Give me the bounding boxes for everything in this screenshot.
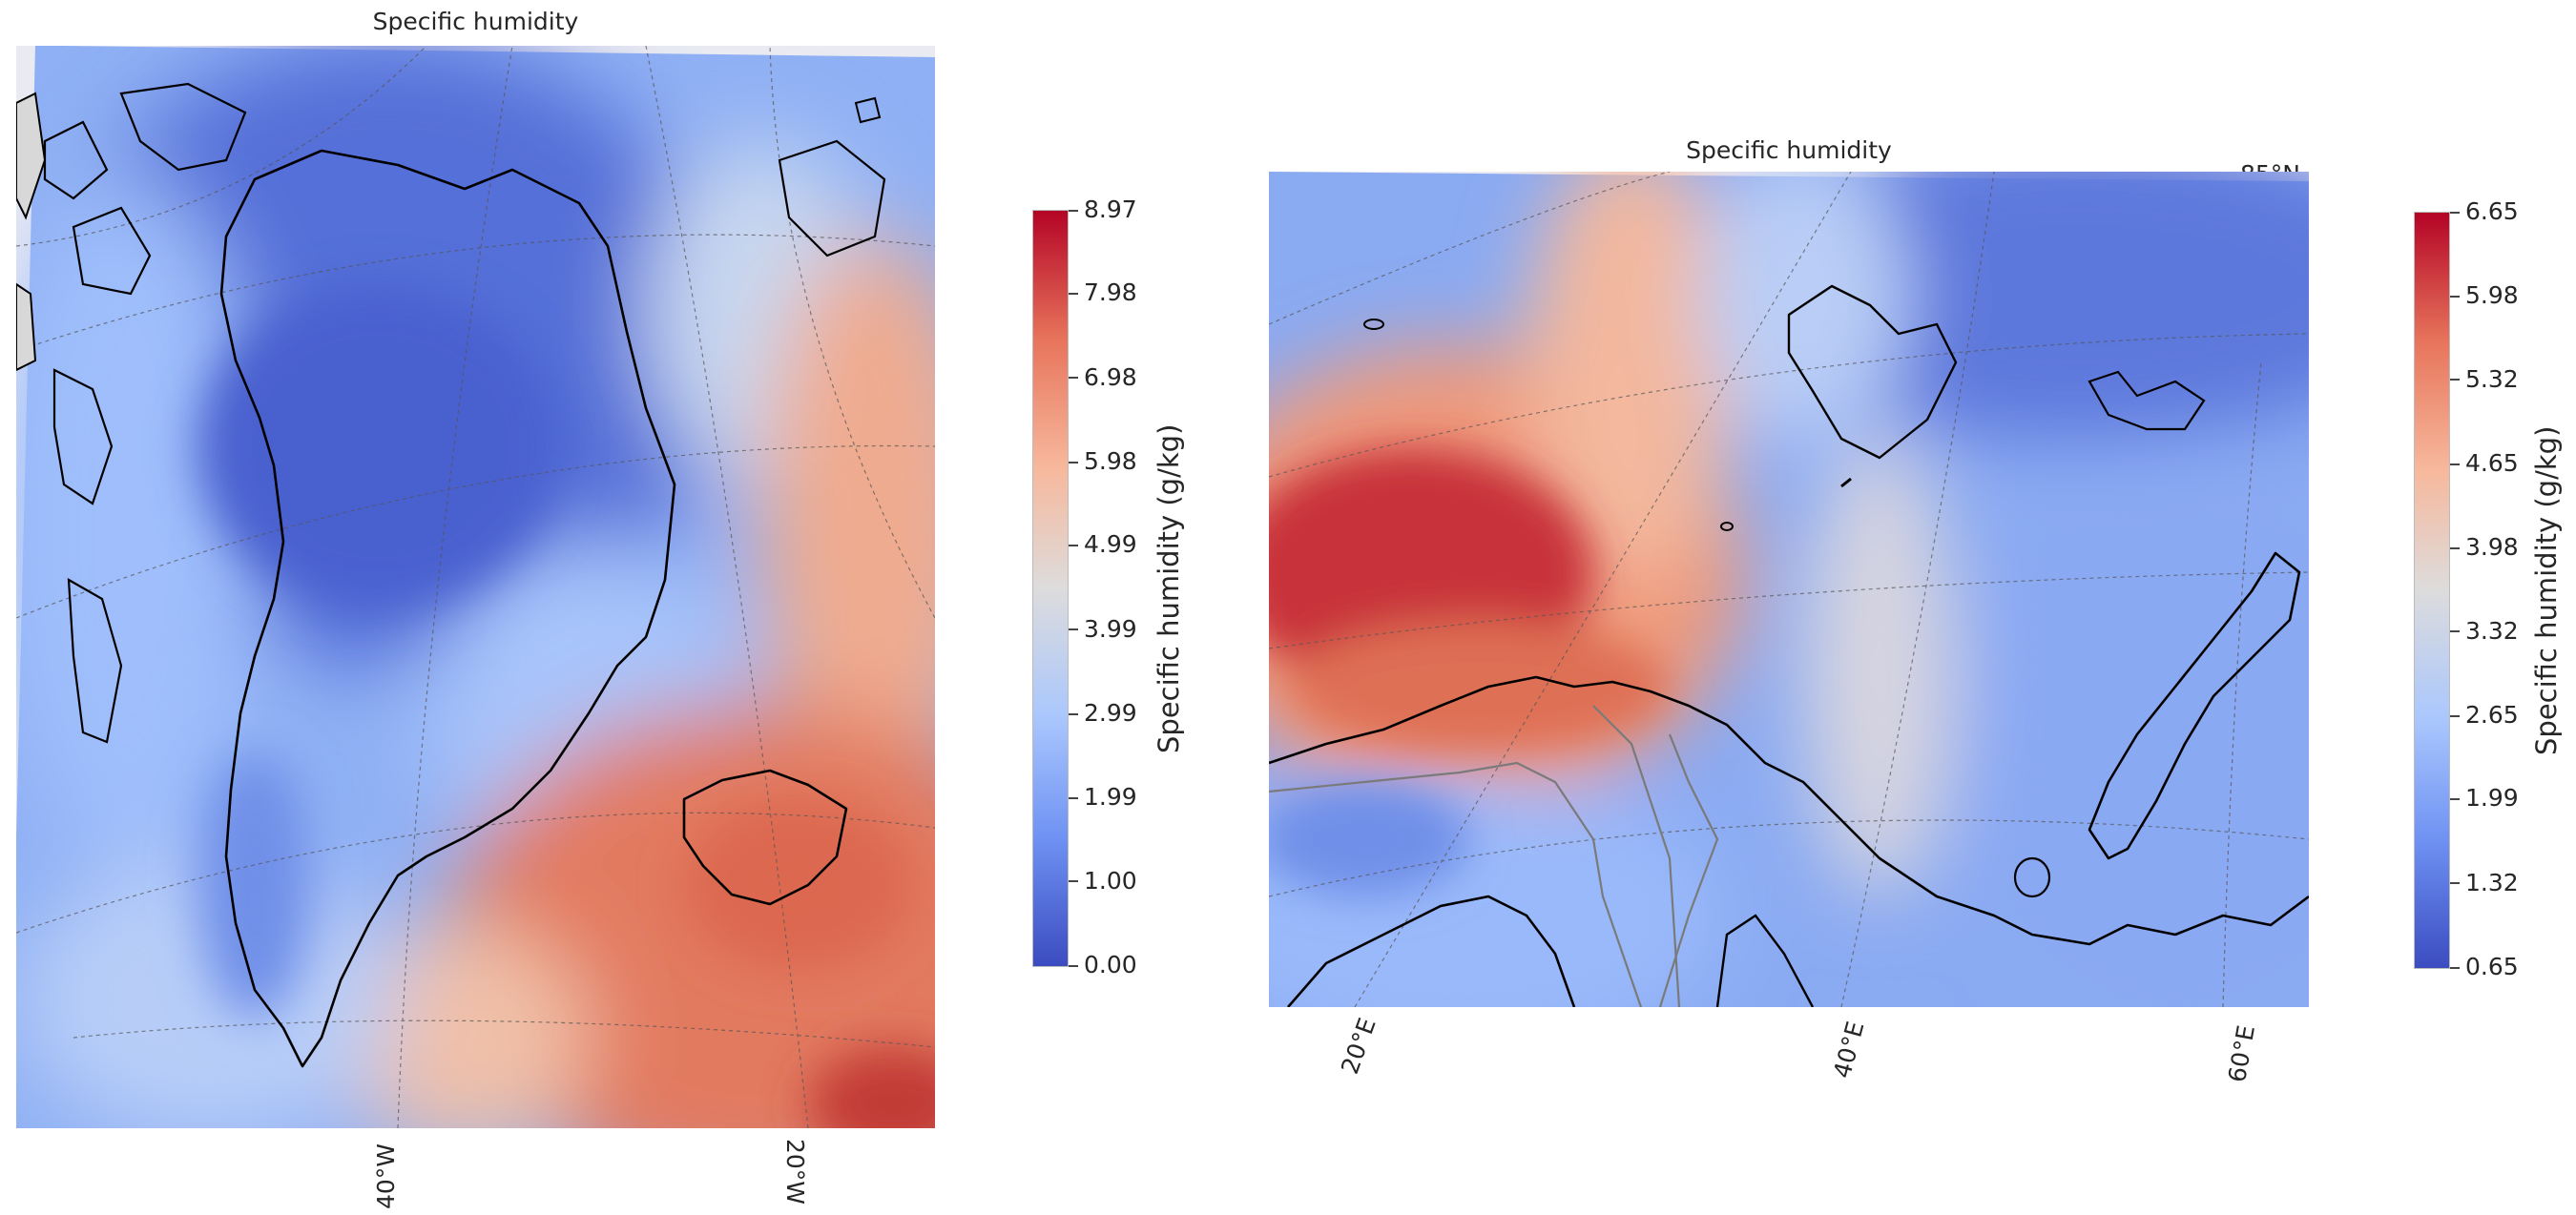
colorbar-tick-label: 2.99: [1069, 699, 1137, 727]
colorbar-tick-label: 5.32: [2450, 364, 2519, 393]
colorbar-tick-label: 7.98: [1069, 278, 1137, 307]
colorbar-tick-label: 5.98: [2450, 281, 2519, 310]
colorbar-tick-label: 4.65: [2450, 449, 2519, 477]
colorbar-tick-label: 3.32: [2450, 616, 2519, 645]
left-lon-label-20w: 20°W: [781, 1139, 809, 1205]
colorbar-tick-label: 0.65: [2450, 953, 2519, 980]
colorbar-tick-label: 1.00: [1069, 866, 1137, 895]
right-map-field: [1269, 172, 2309, 1007]
right-lon-label-60e: 60°E: [2223, 1022, 2260, 1085]
colorbar-tick-label: 1.32: [2450, 868, 2519, 896]
right-colorbar-label: Specific humidity (g/kg): [2530, 425, 2563, 755]
right-panel-title: Specific humidity: [1686, 136, 1892, 164]
right-lon-label-40e: 40°E: [1828, 1018, 1870, 1081]
colorbar-tick-label: 1.99: [1069, 783, 1137, 812]
right-colorbar: [2414, 212, 2450, 969]
colorbar-tick-label: 8.97: [1069, 196, 1137, 223]
colorbar-tick-label: 3.98: [2450, 533, 2519, 562]
left-lon-label-40w: 40°W: [372, 1143, 400, 1209]
right-lon-label-20e: 20°E: [1336, 1014, 1381, 1078]
colorbar-tick-label: 3.99: [1069, 614, 1137, 643]
left-colorbar: [1032, 210, 1069, 967]
colorbar-tick-label: 4.99: [1069, 530, 1137, 559]
left-panel-title: Specific humidity: [372, 8, 579, 35]
colorbar-tick-label: 6.65: [2450, 197, 2519, 225]
left-map: [16, 46, 935, 1128]
left-colorbar-label: Specific humidity (g/kg): [1153, 423, 1185, 753]
left-map-field: [16, 46, 935, 1128]
right-map: [1269, 172, 2309, 1007]
colorbar-tick-label: 5.98: [1069, 447, 1137, 475]
colorbar-tick-label: 2.65: [2450, 701, 2519, 729]
colorbar-tick-label: 1.99: [2450, 784, 2519, 813]
colorbar-tick-label: 0.00: [1069, 951, 1137, 978]
colorbar-tick-label: 6.98: [1069, 362, 1137, 391]
